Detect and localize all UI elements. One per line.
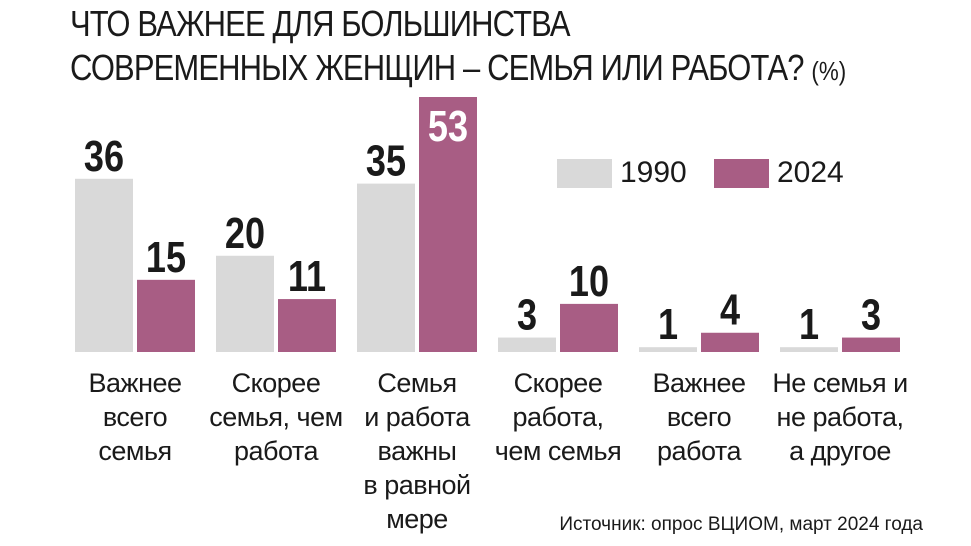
- category-label-4: Скорее работа, чем семья: [494, 368, 622, 466]
- bar-2024-4: [560, 303, 618, 352]
- category-label-3: Семья и работа важны в равной мере: [363, 368, 471, 534]
- bar-1990-2: [216, 255, 274, 352]
- legend-swatch-1990: [557, 158, 612, 188]
- legend-label-2024: 2024: [777, 156, 844, 189]
- bar-2024-3: [419, 97, 477, 352]
- category-label-2: Скорее семья, чем работа: [209, 368, 343, 466]
- legend-swatch-2024: [714, 158, 769, 188]
- bar-1990-1: [75, 178, 133, 352]
- bar-2024-5: [701, 332, 759, 352]
- value-label-2024-3: 53: [428, 102, 468, 151]
- category-label-6: Не семья и не работа, а другое: [772, 368, 908, 466]
- value-label-1990-6: 1: [799, 300, 819, 349]
- legend-item-1990: 1990: [557, 158, 687, 188]
- legend-label-1990: 1990: [620, 156, 687, 189]
- bar-2024-6: [842, 337, 900, 352]
- chart-title-line-2-text: СОВРЕМЕННЫХ ЖЕНЩИН – СЕМЬЯ ИЛИ РАБОТА?: [70, 47, 805, 88]
- value-label-1990-4: 3: [517, 290, 537, 339]
- value-label-2024-1: 15: [146, 232, 186, 281]
- value-label-1990-1: 36: [84, 131, 124, 180]
- bar-2024-2: [278, 299, 336, 352]
- legend-item-2024: 2024: [714, 158, 844, 188]
- value-label-1990-2: 20: [225, 208, 265, 257]
- bar-1990-6: [780, 347, 838, 352]
- source-note: Источник: опрос ВЦИОМ, март 2024 года: [559, 514, 923, 535]
- value-label-2024-5: 4: [720, 285, 741, 334]
- bar-1990-3: [357, 183, 415, 352]
- chart-unit-label: (%): [811, 56, 847, 86]
- value-label-2024-2: 11: [288, 252, 326, 301]
- category-label-1: Важнее всего семья: [88, 368, 182, 466]
- value-label-2024-6: 3: [861, 290, 881, 339]
- value-label-1990-3: 35: [366, 136, 406, 185]
- bar-1990-5: [639, 347, 697, 352]
- value-label-1990-5: 1: [658, 300, 678, 349]
- bar-1990-4: [498, 337, 556, 352]
- chart-title-line-1: ЧТО ВАЖНЕЕ ДЛЯ БОЛЬШИНСТВА: [70, 3, 571, 44]
- bar-2024-1: [137, 279, 195, 352]
- chart-title-line-2: СОВРЕМЕННЫХ ЖЕНЩИН – СЕМЬЯ ИЛИ РАБОТА? (…: [70, 48, 846, 91]
- category-label-5: Важнее всего работа: [652, 368, 746, 466]
- value-label-2024-4: 10: [569, 257, 609, 306]
